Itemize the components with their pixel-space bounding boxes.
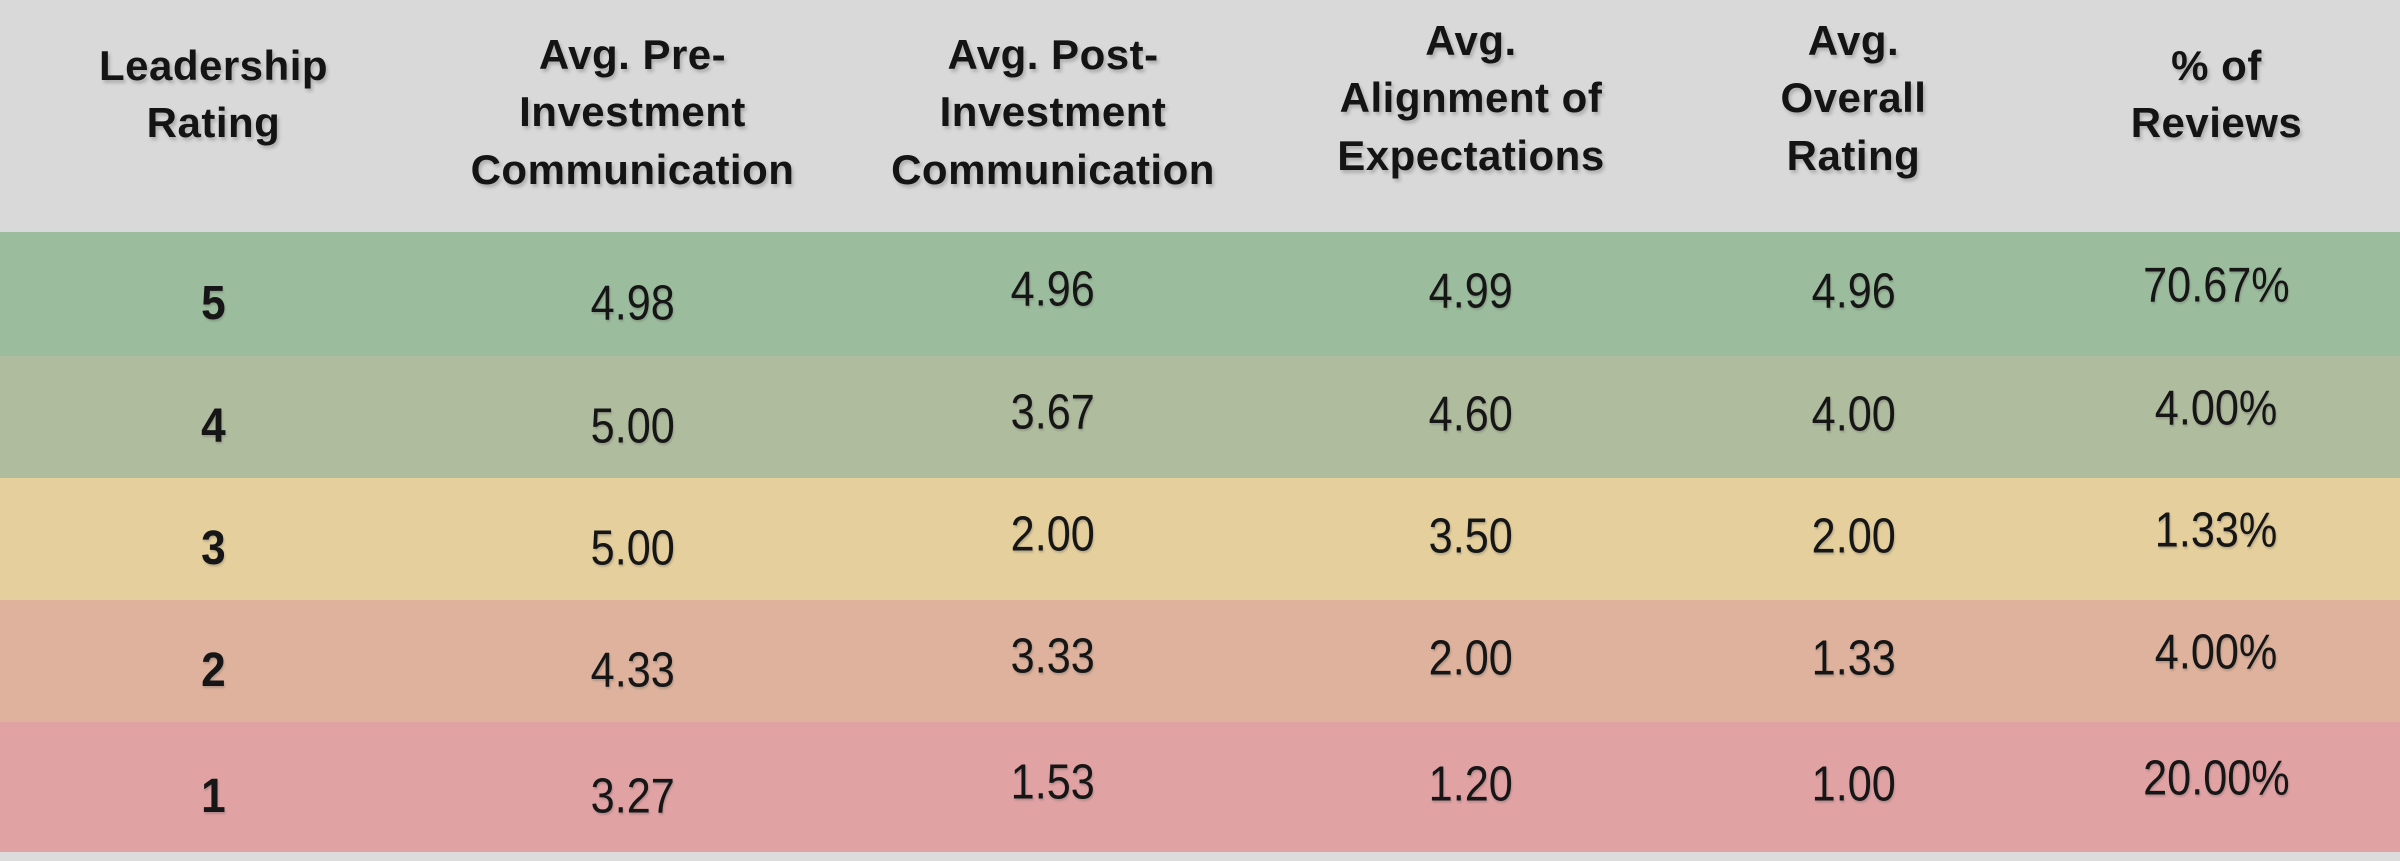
cell-value: 3.27 xyxy=(590,769,675,824)
cell-value: 3.67 xyxy=(1010,385,1096,440)
column-header-label: Avg. Pre- Investment Communication xyxy=(470,31,795,193)
table-row-rating-3: 3 5.00 2.00 3.50 2.00 1.33% xyxy=(0,478,2400,600)
post-investment-cell: 3.67 xyxy=(838,356,1268,478)
overall-rating-cell: 4.00 xyxy=(1674,356,2033,478)
post-investment-cell: 2.00 xyxy=(838,478,1268,600)
cell-value: 1 xyxy=(201,770,226,823)
cell-value: 4.00 xyxy=(1811,387,1896,442)
table-row-rating-1: 1 3.27 1.53 1.20 1.00 20.00% xyxy=(0,722,2400,852)
rating-cell: 4 xyxy=(0,356,427,478)
table-row-rating-2: 2 4.33 3.33 2.00 1.33 4.00% xyxy=(0,600,2400,722)
pre-investment-cell: 5.00 xyxy=(427,478,838,600)
cell-value: 3.50 xyxy=(1428,509,1514,564)
cell-value: 4.60 xyxy=(1428,387,1514,442)
cell-value: 4.00% xyxy=(2155,625,2278,680)
cell-value: 1.33 xyxy=(1811,631,1896,686)
post-investment-cell: 1.53 xyxy=(838,722,1268,852)
column-header-label: Avg. Alignment of Expectations xyxy=(1337,17,1605,179)
cell-value: 4 xyxy=(201,400,226,453)
overall-rating-cell: 1.00 xyxy=(1674,722,2033,852)
cell-value: 2 xyxy=(201,644,226,697)
pre-investment-cell: 4.98 xyxy=(427,232,838,356)
pct-reviews-cell: 70.67% xyxy=(2033,232,2400,356)
cell-value: 2.00 xyxy=(1428,631,1514,686)
alignment-cell: 3.50 xyxy=(1268,478,1674,600)
cell-value: 1.33% xyxy=(2155,503,2278,558)
cell-value: 2.00 xyxy=(1811,509,1896,564)
rating-cell: 1 xyxy=(0,722,427,852)
cell-value: 1.00 xyxy=(1811,757,1896,812)
cell-value: 5.00 xyxy=(590,521,675,576)
post-investment-cell: 3.33 xyxy=(838,600,1268,722)
column-header-label: % of Reviews xyxy=(2130,41,2303,146)
pre-investment-cell: 3.27 xyxy=(427,722,838,852)
rating-cell: 5 xyxy=(0,232,427,356)
pre-investment-cell: 4.33 xyxy=(427,600,838,722)
cell-value: 4.96 xyxy=(1811,264,1896,319)
pct-reviews-cell: 4.00% xyxy=(2033,356,2400,478)
cell-value: 4.00% xyxy=(2155,381,2278,436)
column-header-avg-alignment-of-expectations: Avg. Alignment of Expectations xyxy=(1268,0,1674,232)
cell-value: 4.96 xyxy=(1010,262,1096,317)
rating-cell: 2 xyxy=(0,600,427,722)
alignment-cell: 4.60 xyxy=(1268,356,1674,478)
pct-reviews-cell: 20.00% xyxy=(2033,722,2400,852)
cell-value: 70.67% xyxy=(2143,258,2290,313)
alignment-cell: 4.99 xyxy=(1268,232,1674,356)
table-row-rating-5: 5 4.98 4.96 4.99 4.96 70.67% xyxy=(0,232,2400,356)
rating-cell: 3 xyxy=(0,478,427,600)
column-header-avg-pre-investment-communication: Avg. Pre- Investment Communication xyxy=(427,0,838,232)
cell-value: 5.00 xyxy=(590,399,675,454)
cell-value: 5 xyxy=(201,277,226,330)
cell-value: 2.00 xyxy=(1010,507,1096,562)
column-header-label: Leadership Rating xyxy=(98,41,329,146)
column-header-label: Avg. Post- Investment Communication xyxy=(891,31,1215,193)
overall-rating-cell: 2.00 xyxy=(1674,478,2033,600)
table-row-rating-4: 4 5.00 3.67 4.60 4.00 4.00% xyxy=(0,356,2400,478)
alignment-cell: 1.20 xyxy=(1268,722,1674,852)
pct-reviews-cell: 1.33% xyxy=(2033,478,2400,600)
overall-rating-cell: 4.96 xyxy=(1674,232,2033,356)
column-header-avg-overall-rating: Avg. Overall Rating xyxy=(1674,0,2033,232)
cell-value: 4.99 xyxy=(1428,264,1514,319)
pre-investment-cell: 5.00 xyxy=(427,356,838,478)
bottom-background-strip xyxy=(0,852,2400,861)
post-investment-cell: 4.96 xyxy=(838,232,1268,356)
column-header-avg-post-investment-communication: Avg. Post- Investment Communication xyxy=(838,0,1268,232)
cell-value: 1.53 xyxy=(1010,755,1096,810)
cell-value: 3.33 xyxy=(1010,629,1096,684)
column-header-pct-of-reviews: % of Reviews xyxy=(2033,0,2400,232)
column-header-label: Avg. Overall Rating xyxy=(1780,17,1927,179)
cell-value: 20.00% xyxy=(2143,751,2290,806)
pct-reviews-cell: 4.00% xyxy=(2033,600,2400,722)
overall-rating-cell: 1.33 xyxy=(1674,600,2033,722)
cell-value: 3 xyxy=(201,522,226,575)
cell-value: 1.20 xyxy=(1428,757,1514,812)
cell-value: 4.33 xyxy=(590,643,675,698)
alignment-cell: 2.00 xyxy=(1268,600,1674,722)
column-header-leadership-rating: Leadership Rating xyxy=(0,0,427,232)
table-header-row: Leadership Rating Avg. Pre- Investment C… xyxy=(0,0,2400,232)
cell-value: 4.98 xyxy=(590,276,675,331)
